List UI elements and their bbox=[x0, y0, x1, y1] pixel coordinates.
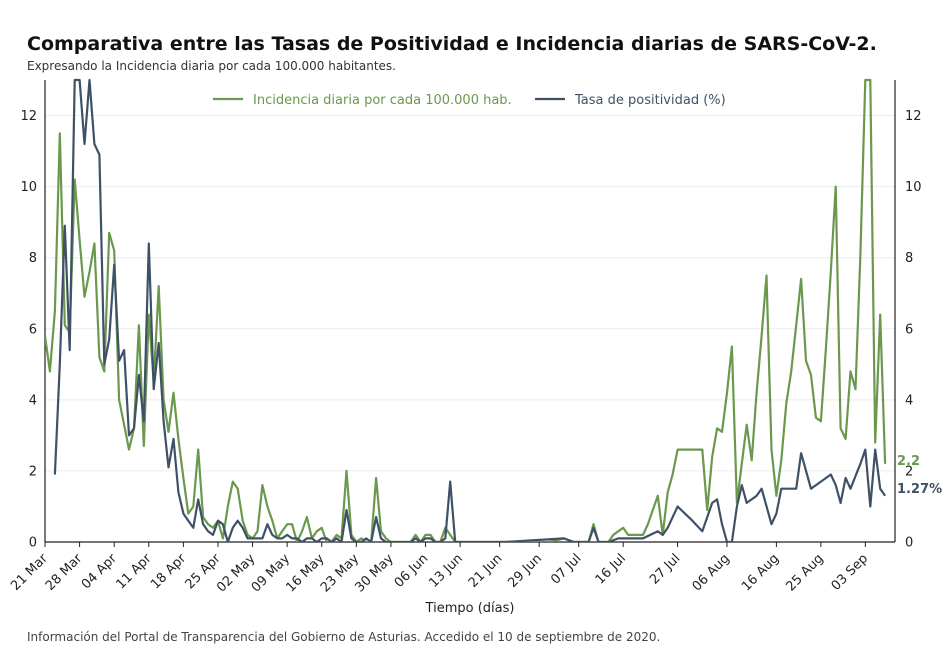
x-tick-label: 27 Jul bbox=[647, 551, 683, 587]
y-tick-label-left: 8 bbox=[29, 251, 37, 266]
chart-source-note: Información del Portal de Transparencia … bbox=[27, 630, 661, 644]
chart-title: Comparativa entre las Tasas de Positivid… bbox=[27, 33, 877, 55]
x-tick-label: 16 Aug bbox=[739, 551, 782, 594]
x-tick-label: 28 Mar bbox=[43, 551, 86, 594]
legend-label-1: Incidencia diaria por cada 100.000 hab. bbox=[253, 93, 512, 108]
x-tick-label: 30 May bbox=[353, 551, 397, 595]
x-tick-label: 29 Jun bbox=[505, 551, 545, 591]
y-tick-label-right: 12 bbox=[905, 109, 922, 124]
x-tick-label: 11 Apr bbox=[113, 551, 155, 593]
y-tick-label-left: 4 bbox=[29, 393, 37, 408]
x-tick-label: 04 Apr bbox=[79, 551, 121, 593]
x-tick-label: 06 Jun bbox=[392, 551, 432, 591]
y-tick-label-right: 10 bbox=[905, 180, 922, 195]
x-tick-label: 21 Mar bbox=[8, 551, 51, 594]
series-line-2 bbox=[53, 78, 887, 542]
x-axis-title: Tiempo (días) bbox=[425, 601, 515, 616]
x-tick-label: 16 Jul bbox=[593, 551, 629, 587]
x-tick-label: 06 Aug bbox=[690, 551, 733, 594]
y-tick-label-left: 6 bbox=[29, 322, 37, 337]
x-tick-label: 18 Apr bbox=[148, 551, 190, 593]
y-tick-label-right: 4 bbox=[905, 393, 913, 408]
legend-label-2: Tasa de positividad (%) bbox=[574, 93, 726, 108]
x-tick-label: 25 Aug bbox=[784, 551, 827, 594]
y-tick-label-left: 12 bbox=[20, 109, 37, 124]
y-tick-label-right: 6 bbox=[905, 322, 913, 337]
x-tick-label: 13 Jun bbox=[426, 551, 466, 591]
y-tick-label-right: 8 bbox=[905, 251, 913, 266]
chart-subtitle: Expresando la Incidencia diaria por cada… bbox=[27, 59, 396, 73]
x-tick-label: 21 Jun bbox=[466, 551, 506, 591]
y-tick-label-left: 0 bbox=[29, 536, 37, 551]
series-line-1 bbox=[45, 78, 887, 542]
series-end-label-1: 2.2 bbox=[897, 454, 920, 469]
x-tick-label: 07 Jul bbox=[548, 551, 584, 587]
y-tick-label-left: 10 bbox=[20, 180, 37, 195]
series-end-label-2: 1.27% bbox=[897, 482, 942, 497]
y-tick-label-right: 0 bbox=[905, 536, 913, 551]
y-tick-label-left: 2 bbox=[29, 464, 37, 479]
y-tick-label-right: 2 bbox=[905, 464, 913, 479]
x-tick-label: 03 Sep bbox=[829, 551, 872, 594]
